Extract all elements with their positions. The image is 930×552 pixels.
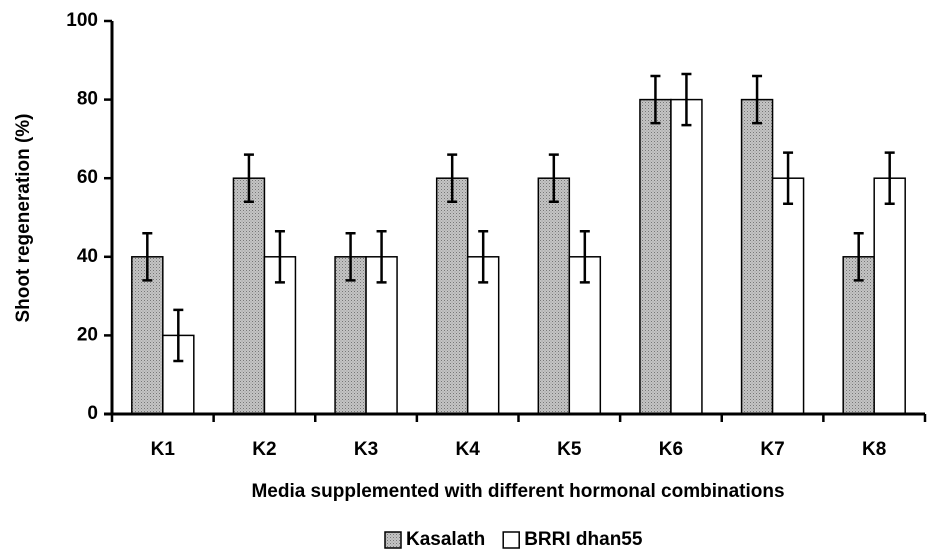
error-bar (274, 230, 285, 284)
error-bar (376, 230, 387, 284)
bar (639, 98, 672, 415)
error-bar (884, 151, 895, 205)
error-bar (853, 231, 864, 282)
bar (771, 177, 805, 415)
y-tick-label: 60 (77, 167, 98, 188)
y-tick-label: 20 (77, 324, 98, 345)
bar (842, 256, 875, 415)
error-bar (783, 151, 794, 205)
legend-label: Kasalath (406, 529, 485, 550)
x-tick-label: K3 (354, 439, 378, 460)
x-tick-label: K4 (456, 439, 481, 460)
y-tick-label: 100 (66, 10, 98, 31)
x-tick-label: K2 (252, 439, 276, 460)
bar (232, 177, 266, 415)
x-tick-label: K7 (760, 439, 784, 460)
error-bar (142, 231, 153, 282)
error-bar (548, 153, 559, 204)
error-bar (345, 231, 356, 282)
error-bar (447, 153, 458, 204)
bar (435, 177, 469, 415)
bar (740, 98, 774, 415)
bar (537, 177, 571, 415)
legend-swatch (384, 531, 402, 549)
error-bar (243, 153, 254, 204)
bar (670, 98, 703, 415)
x-tick-label: K1 (151, 439, 176, 460)
error-bar (478, 230, 489, 284)
error-bar (650, 74, 661, 125)
y-tick-label: 40 (77, 246, 98, 267)
legend-label: BRRI dhan55 (524, 529, 643, 550)
y-tick-label: 80 (77, 89, 98, 110)
x-axis-title: Media supplemented with different hormon… (251, 481, 784, 502)
x-tick-label: K6 (659, 439, 683, 460)
legend-swatch (502, 531, 520, 549)
x-tick-label: K5 (557, 439, 582, 460)
bar (873, 177, 906, 415)
x-tick-label: K8 (862, 439, 886, 460)
y-axis-title: Shoot regeneration (%) (13, 113, 34, 322)
error-bar (579, 230, 590, 284)
error-bar (681, 72, 692, 127)
error-bar (752, 74, 763, 125)
y-tick-label: 0 (87, 403, 98, 424)
error-bar (173, 308, 184, 363)
